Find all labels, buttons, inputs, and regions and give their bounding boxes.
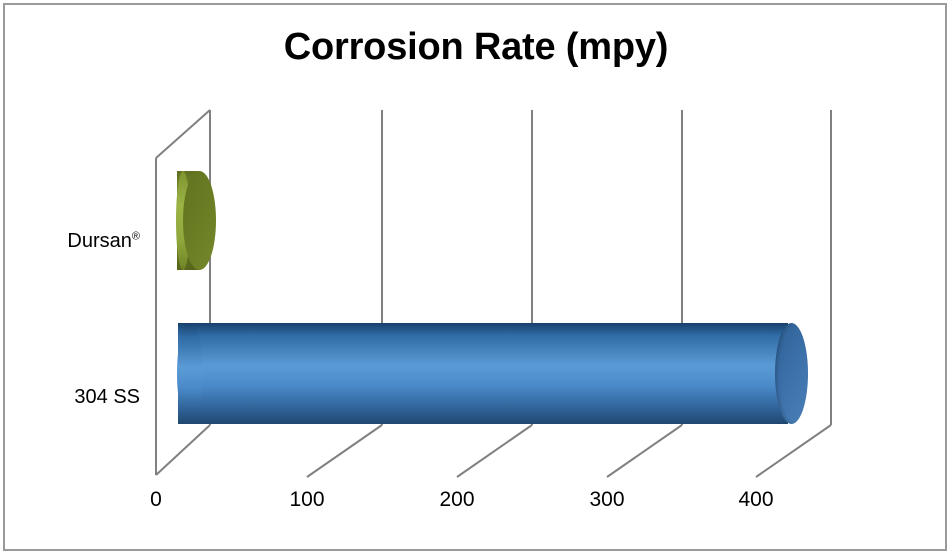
tick-label-200: 200 [439, 488, 475, 511]
tick-label-300: 300 [589, 488, 625, 511]
bar-304-ss[interactable] [177, 323, 808, 424]
floor-tick-100 [306, 424, 383, 478]
tick-label-400: 400 [738, 488, 774, 511]
tick-label-100: 100 [289, 488, 325, 511]
tick-label-0: 0 [150, 488, 162, 511]
bar-dursan-end-cap [183, 171, 216, 270]
bar-304-ss-left-cap [177, 323, 203, 424]
floor-tick-400 [755, 424, 832, 478]
floor-depth-ticks [306, 424, 832, 478]
registered-trademark-icon: ® [131, 230, 140, 243]
category-label-304-ss: 304 SS [74, 386, 140, 408]
chart-title: Corrosion Rate (mpy) [283, 26, 669, 68]
category-label-dursan-text: Dursan [67, 230, 132, 252]
bar-dursan[interactable] [176, 171, 216, 270]
bar-304-ss-body [178, 323, 788, 424]
floor-tick-300 [606, 424, 683, 478]
bar-304-ss-end-cap [775, 323, 808, 424]
floor-tick-200 [456, 424, 533, 478]
category-label-dursan: Dursan® [0, 231, 140, 251]
